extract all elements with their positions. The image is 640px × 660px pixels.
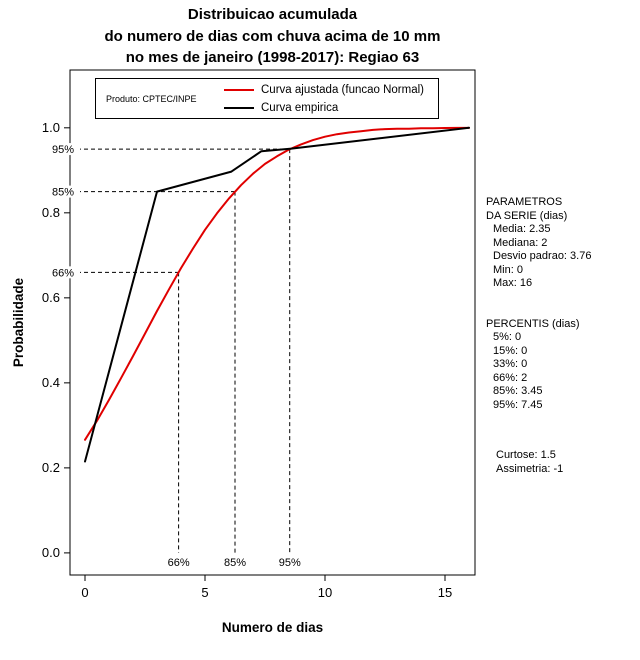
percentil-33: 33%: 0	[493, 358, 528, 370]
percentis-title: PERCENTIS (dias)	[486, 317, 580, 330]
guide-label-bottom-95%: 95%	[279, 557, 301, 569]
percentil-5: 5%: 0	[493, 331, 522, 343]
legend-box: Produto: CPTEC/INPE Curva ajustada (func…	[95, 78, 439, 119]
stat-assimetria: Assimetria: -1	[496, 462, 564, 475]
fitted-line-sample	[224, 88, 254, 91]
percentil-15: 15%: 0	[493, 344, 528, 357]
y-tick-label: 0.0	[42, 545, 60, 560]
percentil-95: 95%: 7.45	[493, 398, 543, 411]
x-tick-label: 15	[438, 585, 452, 600]
percentil-85: 85%: 3.45	[493, 385, 543, 397]
fitted-curve	[84, 126, 470, 441]
params-block: PARAMETROS DA SERIE (dias) Media: 2.35 M…	[486, 196, 591, 291]
params-title-line2: DA SERIE (dias)	[486, 209, 568, 222]
plot-border	[69, 69, 476, 576]
guide-label-left-85%: 85%	[52, 187, 74, 199]
x-tick-label: 0	[81, 585, 88, 600]
params-title-line1: PARAMETROS	[486, 196, 563, 208]
empirical-curve	[84, 126, 470, 463]
stat-max: Max: 16	[493, 277, 533, 289]
chart-title-line1: Distribuicao acumulada	[187, 6, 358, 23]
legend-entry-fitted: Curva ajustada (funcao Normal)	[224, 84, 424, 96]
legend-label-empirical: Curva empirica	[261, 101, 339, 114]
guide-label-left-66%: 66%	[52, 267, 74, 279]
guide-label-bg	[46, 185, 80, 198]
chart-title-line3: no mes de janeiro (1998-2017): Regiao 63	[125, 49, 420, 66]
guide-label-bottom-85%: 85%	[224, 557, 246, 569]
guide-label-left-95%: 95%	[52, 144, 74, 156]
stat-curtose: Curtose: 1.5	[496, 449, 556, 461]
x-tick-label: 10	[318, 585, 332, 600]
guide-label-bg	[46, 143, 80, 156]
x-tick-label: 5	[201, 585, 208, 600]
moments-block: Curtose: 1.5 Assimetria: -1	[486, 449, 591, 476]
guide-label-bottom-66%: 66%	[168, 557, 190, 569]
stat-min: Min: 0	[493, 263, 523, 276]
y-tick-label: 0.2	[42, 460, 60, 475]
legend-label-fitted: Curva ajustada (funcao Normal)	[261, 83, 424, 96]
y-tick-label: 0.8	[42, 205, 60, 220]
product-label: Produto: CPTEC/INPE	[106, 93, 197, 104]
stat-desvio-padrao: Desvio padrao: 3.76	[493, 250, 592, 262]
guide-label-bg	[46, 266, 80, 279]
chart-title: Distribuicao acumulada do numero de dias…	[0, 4, 545, 69]
empirical-line-sample	[224, 106, 254, 109]
legend-entries: Curva ajustada (funcao Normal) Curva emp…	[224, 84, 424, 114]
percentil-66: 66%: 2	[493, 371, 528, 384]
percentis-block: PERCENTIS (dias) 5%: 0 15%: 0 33%: 0 66%…	[486, 318, 591, 413]
x-axis-label: Numero de dias	[222, 620, 323, 635]
stats-panel: PARAMETROS DA SERIE (dias) Media: 2.35 M…	[486, 196, 591, 476]
legend-entry-empirical: Curva empirica	[224, 102, 424, 114]
stat-media: Media: 2.35	[493, 223, 551, 235]
y-tick-label: 0.6	[42, 290, 60, 305]
chart-title-line2: do numero de dias com chuva acima de 10 …	[104, 27, 441, 45]
stat-mediana: Mediana: 2	[493, 236, 548, 249]
y-axis-label: Probabilidade	[11, 277, 26, 367]
y-tick-label: 1.0	[42, 120, 60, 135]
y-tick-label: 0.4	[42, 375, 60, 390]
